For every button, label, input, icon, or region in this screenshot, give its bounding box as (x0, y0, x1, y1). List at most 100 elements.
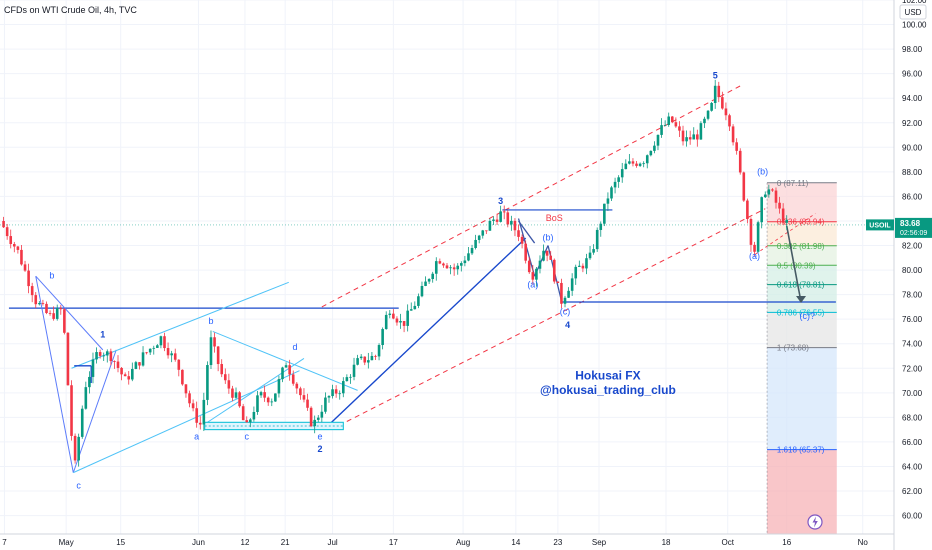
wave-label: e (318, 431, 323, 441)
fib-level-label: 0.382 (81.98) (777, 242, 825, 251)
candle-body (778, 202, 781, 209)
candle-body (578, 265, 581, 267)
wedge-line (72, 349, 117, 473)
candle-body (138, 362, 141, 366)
x-tick-label: No (858, 538, 869, 547)
y-tick-label: 96.00 (902, 70, 923, 79)
candle-body (159, 336, 163, 346)
wave-label: (b) (543, 233, 554, 243)
candle-body (309, 407, 313, 427)
candle-body (642, 163, 645, 165)
triangle-upper-line (212, 330, 358, 391)
wedge-line (35, 276, 74, 473)
candle-body (116, 361, 120, 368)
candle-body (55, 308, 59, 319)
fib-zone (767, 221, 837, 246)
candle-body (592, 249, 595, 253)
candle-body (334, 389, 338, 394)
candle-body (549, 255, 553, 260)
channel-upper-line (321, 85, 741, 308)
candle-body (402, 320, 406, 326)
fib-level-label: 1 (73.68) (777, 344, 809, 353)
candle-body (213, 337, 216, 347)
wave-label: b (208, 316, 213, 326)
fib-zone (767, 182, 837, 222)
candle-body (692, 134, 696, 140)
projection-line (755, 213, 816, 255)
candle-body (338, 393, 342, 395)
x-tick-label: 18 (662, 538, 671, 547)
candle-body (163, 336, 166, 349)
candle-body (746, 200, 749, 220)
candle-body (445, 265, 449, 269)
y-tick-label: 88.00 (902, 168, 923, 177)
candle-body (638, 163, 642, 166)
candle-body (527, 260, 531, 273)
candle-body (388, 313, 392, 315)
fib-retracement[interactable]: 0 (87.11) 0.236 (83.94) 0.382 (81.98) 0.5 (… (766, 179, 837, 534)
x-tick-label: 16 (782, 538, 791, 547)
candle-body (9, 236, 13, 245)
x-tick-label: 21 (281, 538, 290, 547)
candle-body (52, 313, 55, 319)
fib-level-label: 0.618 (78.81) (777, 281, 825, 290)
candle-body (349, 376, 352, 378)
candle-body (488, 220, 492, 231)
wave-label: 5 (713, 71, 718, 81)
lightning-icon[interactable] (807, 514, 823, 530)
candle-body (98, 352, 102, 356)
fib-zone (767, 312, 837, 348)
candle-body (148, 348, 152, 353)
candle-body (327, 396, 331, 398)
candle-body (173, 353, 177, 360)
x-tick-label: May (59, 538, 74, 547)
last-price-tag: USOIL 83.68 02:56:09 (0, 217, 932, 238)
triangle-lower-line (205, 358, 305, 424)
wedge-line (35, 275, 104, 351)
candle-body (291, 374, 295, 384)
correction-leg-x (517, 220, 536, 244)
candle-body (105, 351, 109, 356)
candle-body (13, 244, 16, 247)
candle-body (102, 355, 106, 357)
x-tick-label: Aug (456, 538, 470, 547)
candle-body (331, 389, 334, 397)
candle-body (474, 239, 477, 249)
candle-body (288, 365, 291, 375)
candle-body (249, 419, 252, 423)
candle-body (531, 272, 535, 280)
candle-body (223, 374, 227, 381)
candle-body (392, 313, 395, 319)
wave-label: BoS (546, 213, 563, 223)
candle-body (660, 125, 663, 135)
candle-body (510, 220, 513, 225)
wave-label: (c)? (800, 311, 816, 321)
candle-body (191, 403, 195, 409)
y-tick-label: 66.00 (902, 438, 923, 447)
channel-lower-line (330, 208, 766, 431)
candle-body (48, 313, 52, 314)
candle-body (495, 219, 499, 222)
wave-labels: b 1 c b d a c e 2 3 BoS (b) (a) (c) 4 5 (b) (a) (c)? (49, 71, 815, 491)
time-axis[interactable]: 7 May 15 Jun 12 21 Jul 17 Aug 14 23 Sep 18 Oct 16 No (2, 538, 868, 547)
candle-body (492, 219, 495, 221)
candle-body (717, 85, 721, 98)
wave-label: a (194, 431, 199, 441)
x-tick-label: 7 (2, 538, 7, 547)
candle-body (274, 393, 277, 402)
y-tick-label: 74.00 (902, 340, 923, 349)
y-tick-label: 98.00 (902, 45, 923, 54)
wedge-support-line (73, 370, 300, 474)
candle-body (567, 290, 570, 298)
candle-body (206, 365, 209, 400)
candle-body (220, 364, 224, 375)
currency-button[interactable]: USD (899, 4, 927, 20)
candle-body (663, 124, 667, 126)
y-tick-label: 72.00 (902, 364, 923, 373)
y-tick-label: 62.00 (902, 487, 923, 496)
candle-body (617, 177, 620, 182)
candle-body (781, 208, 785, 223)
candle-body (517, 230, 520, 237)
candle-body (442, 263, 445, 266)
